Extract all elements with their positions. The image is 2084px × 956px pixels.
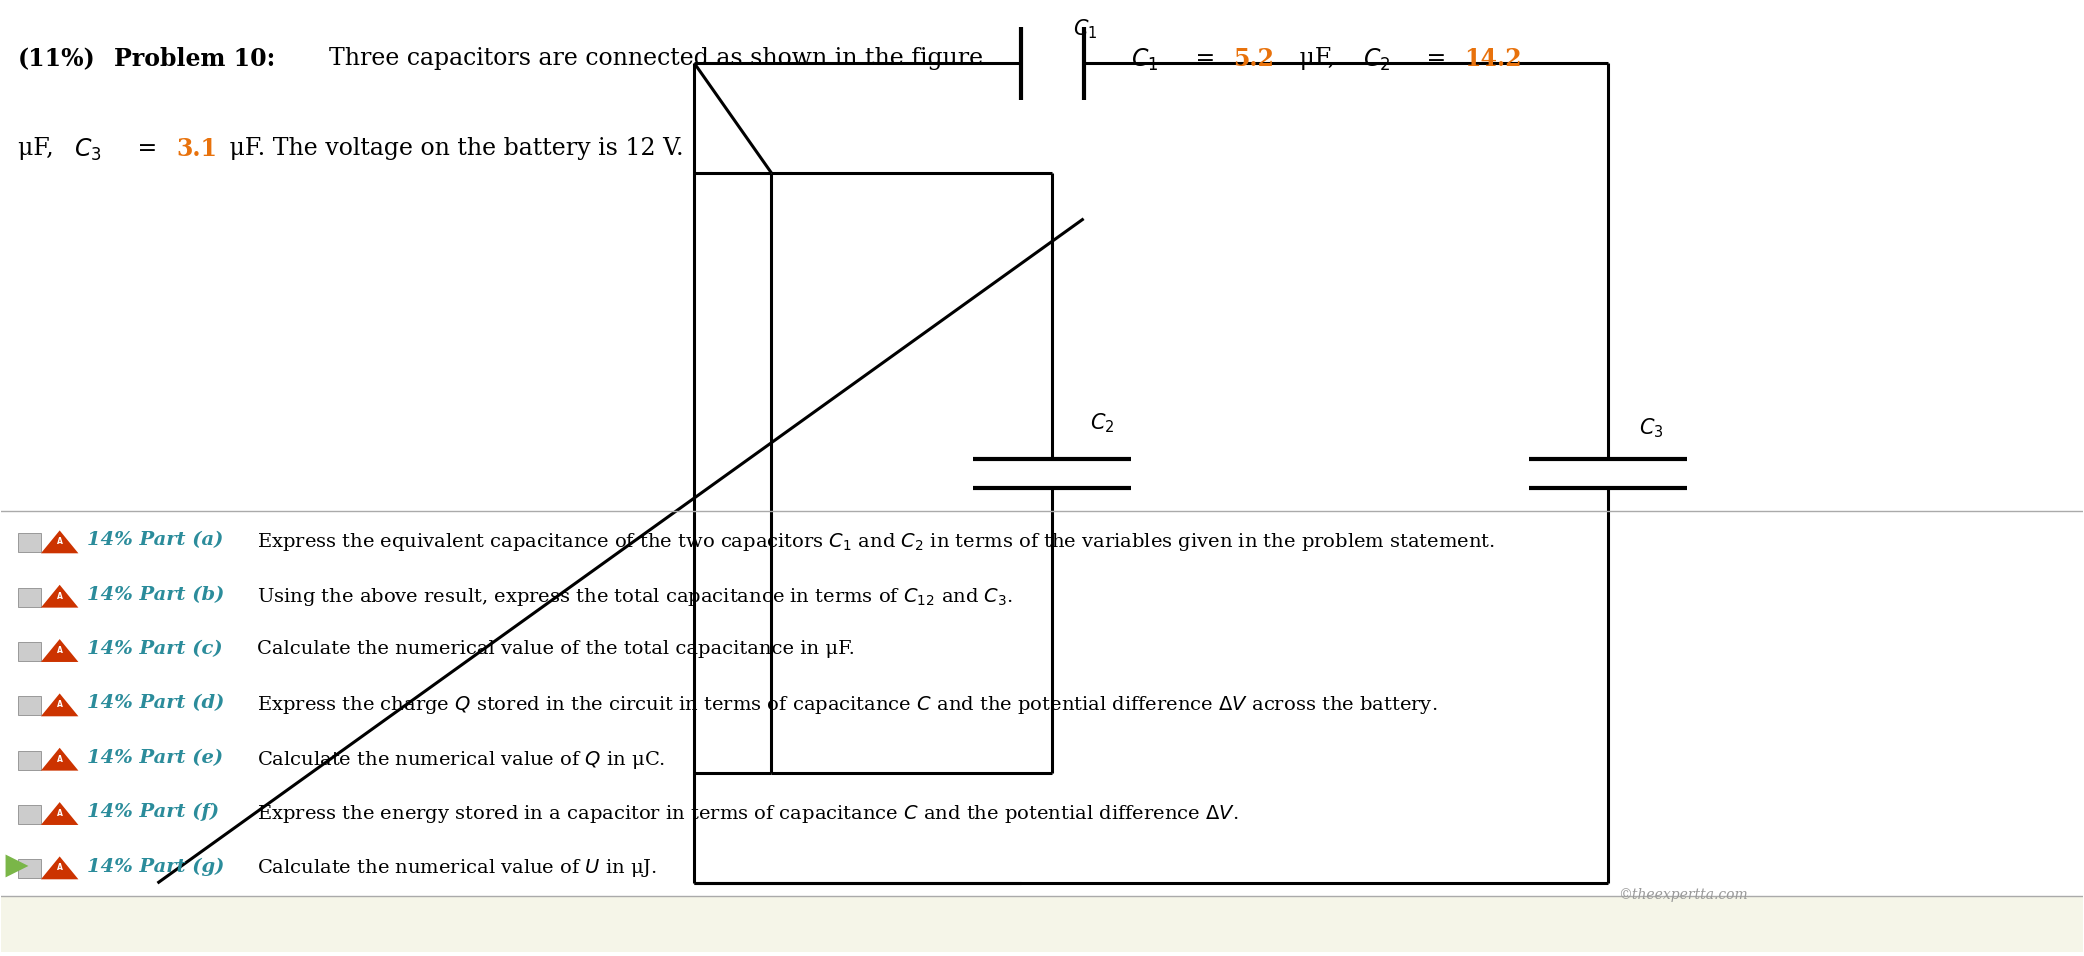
Text: $C_3$: $C_3$ xyxy=(1640,416,1663,440)
Text: Calculate the numerical value of $U$ in μJ.: Calculate the numerical value of $U$ in … xyxy=(258,858,659,880)
Polygon shape xyxy=(42,640,79,662)
Text: A: A xyxy=(56,592,63,600)
Text: 5.2: 5.2 xyxy=(1234,47,1275,71)
Text: μF. The voltage on the battery is 12 V.: μF. The voltage on the battery is 12 V. xyxy=(223,137,684,160)
Text: Calculate the numerical value of $Q$ in μC.: Calculate the numerical value of $Q$ in … xyxy=(258,749,665,771)
Bar xyxy=(19,805,42,824)
Text: 14% Part (a): 14% Part (a) xyxy=(88,532,223,550)
Polygon shape xyxy=(42,857,79,880)
Text: $C_1$: $C_1$ xyxy=(1132,47,1159,74)
Bar xyxy=(19,859,42,879)
Text: $C_1$: $C_1$ xyxy=(1073,17,1098,41)
Bar xyxy=(2,896,2082,952)
Text: 14% Part (d): 14% Part (d) xyxy=(88,694,225,712)
Bar xyxy=(19,533,42,553)
Text: (11%): (11%) xyxy=(19,47,96,71)
Text: 14% Part (g): 14% Part (g) xyxy=(88,858,225,876)
Text: 14% Part (e): 14% Part (e) xyxy=(88,749,223,767)
Polygon shape xyxy=(6,855,29,878)
Bar xyxy=(19,642,42,661)
Text: Express the charge $Q$ stored in the circuit in terms of capacitance $C$ and the: Express the charge $Q$ stored in the cir… xyxy=(258,694,1438,716)
Text: Three capacitors are connected as shown in the figure.: Three capacitors are connected as shown … xyxy=(313,47,998,70)
Bar xyxy=(19,696,42,715)
Bar xyxy=(19,588,42,607)
Text: Calculate the numerical value of the total capacitance in μF.: Calculate the numerical value of the tot… xyxy=(258,641,854,658)
Polygon shape xyxy=(42,802,79,825)
Text: Problem 10:: Problem 10: xyxy=(115,47,275,71)
Text: 14% Part (c): 14% Part (c) xyxy=(88,641,223,658)
Text: μF,: μF, xyxy=(1292,47,1342,70)
Polygon shape xyxy=(42,585,79,608)
Text: 14% Part (b): 14% Part (b) xyxy=(88,586,225,604)
Text: =: = xyxy=(1188,47,1223,70)
Text: A: A xyxy=(56,701,63,709)
Polygon shape xyxy=(42,693,79,716)
Text: Express the energy stored in a capacitor in terms of capacitance $C$ and the pot: Express the energy stored in a capacitor… xyxy=(258,803,1238,825)
Text: =: = xyxy=(131,137,165,160)
Text: Using the above result, express the total capacitance in terms of $C_{12}$ and $: Using the above result, express the tota… xyxy=(258,586,1013,608)
Text: 14% Part (f): 14% Part (f) xyxy=(88,803,219,821)
Text: $C_2$: $C_2$ xyxy=(1090,411,1115,435)
Text: A: A xyxy=(56,809,63,818)
Text: $C_2$: $C_2$ xyxy=(1363,47,1390,74)
Text: 3.1: 3.1 xyxy=(177,137,217,161)
Text: A: A xyxy=(56,537,63,547)
Text: $C_3$: $C_3$ xyxy=(75,137,102,163)
Text: 14.2: 14.2 xyxy=(1465,47,1521,71)
Polygon shape xyxy=(42,531,79,554)
Bar xyxy=(19,750,42,770)
Text: =: = xyxy=(1419,47,1453,70)
Text: ©theexpertta.com: ©theexpertta.com xyxy=(1619,888,1748,902)
Text: μF,: μF, xyxy=(19,137,60,160)
Polygon shape xyxy=(42,748,79,771)
Text: Express the equivalent capacitance of the two capacitors $C_1$ and $C_2$ in term: Express the equivalent capacitance of th… xyxy=(258,532,1496,554)
Text: A: A xyxy=(56,863,63,873)
Text: A: A xyxy=(56,754,63,764)
Text: A: A xyxy=(56,646,63,655)
